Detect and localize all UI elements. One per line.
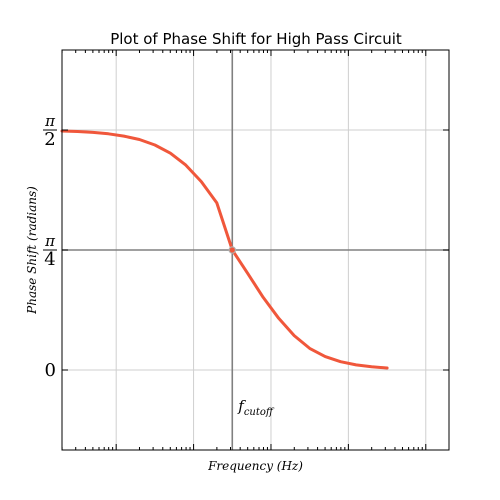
phase-curve — [60, 129, 389, 370]
y-tick-numerator: π — [44, 232, 56, 250]
cutoff-point — [228, 246, 237, 254]
cutoff-annotation: fcutoff — [237, 397, 275, 418]
chart-title: Plot of Phase Shift for High Pass Circui… — [110, 30, 402, 48]
x-axis-label: Frequency (Hz) — [207, 459, 303, 473]
y-tick-denominator: 2 — [44, 129, 55, 150]
tick-layer — [61, 50, 449, 450]
y-tick-numerator: π — [44, 112, 56, 130]
cutoff-annotation-sub: cutoff — [244, 407, 275, 418]
y-axis-label: Phase Shift (radians) — [25, 186, 39, 315]
y-tick-label: 0 — [45, 360, 56, 381]
cutoff-annotation-f: f — [237, 397, 246, 415]
y-tick-denominator: 4 — [44, 249, 55, 270]
